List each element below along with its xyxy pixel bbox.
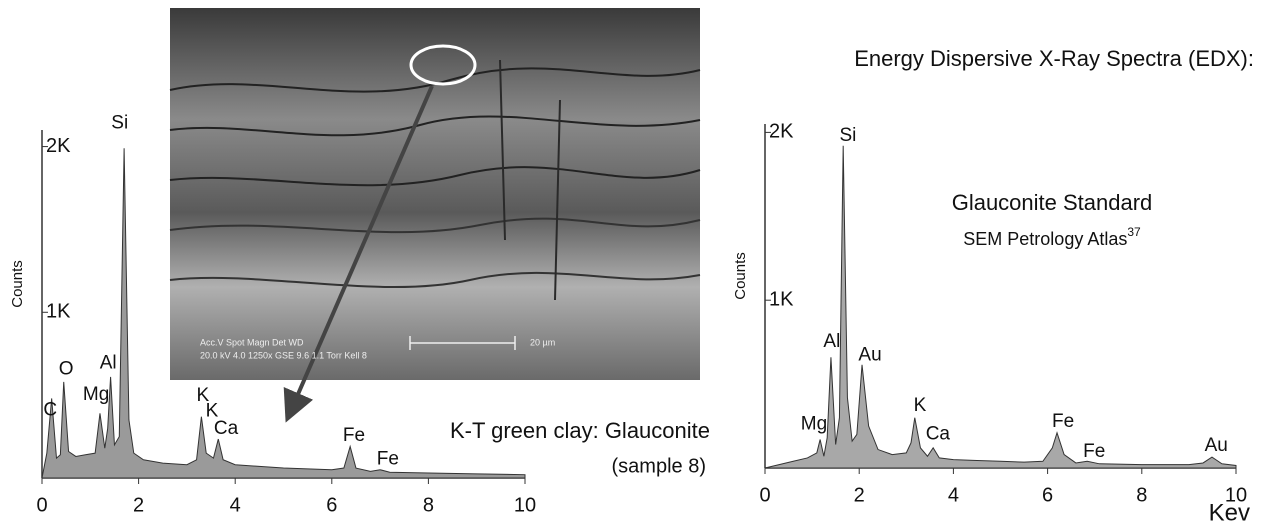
y-axis-label: Counts (732, 252, 749, 300)
y-tick-label: 1K (769, 288, 794, 310)
x-tick-label: 4 (948, 484, 959, 506)
peak-label: Fe (1083, 441, 1105, 462)
peak-label: Fe (1052, 411, 1074, 432)
peak-label: K (206, 401, 219, 422)
sem-image: Acc.V Spot Magn Det WD 20.0 kV 4.0 1250x… (169, 8, 701, 423)
spectrum (41, 148, 526, 479)
source-text: SEM Petrology Atlas (963, 229, 1127, 249)
x-tick-label: 8 (423, 494, 434, 516)
peak-label: Fe (343, 425, 365, 446)
y-tick-label: 2K (46, 135, 71, 157)
x-tick-label: 2 (133, 494, 144, 516)
scale-label: 20 µm (530, 337, 555, 347)
x-tick-label: 0 (759, 484, 770, 506)
peak-label: Ca (214, 418, 239, 439)
peak-label: Au (1205, 435, 1228, 456)
x-tick-label: 10 (514, 494, 536, 516)
x-axis-label: Kev (1209, 499, 1250, 524)
peak-label: Mg (83, 384, 109, 405)
image-info: 20.0 kV 4.0 1250x GSE 9.6 1.1 Torr Kell … (200, 350, 367, 360)
peak-label: C (43, 399, 57, 420)
peak-label: Al (823, 331, 840, 352)
peak-label: K (196, 385, 209, 406)
peak-label: K (914, 395, 927, 416)
chart-source: SEM Petrology Atlas37 (963, 225, 1141, 249)
x-tick-label: 0 (36, 494, 47, 516)
y-tick-label: 2K (769, 121, 794, 143)
source-ref: 37 (1127, 225, 1141, 239)
x-tick-label: 2 (854, 484, 865, 506)
spectrum (764, 145, 1237, 469)
peak-label: Au (858, 345, 881, 366)
peak-label: Fe (377, 449, 399, 470)
peak-label: Ca (926, 423, 951, 444)
chart-title: Energy Dispersive X-Ray Spectra (EDX): (854, 46, 1254, 71)
chart-note: (sample 8) (612, 455, 706, 477)
y-axis-label: Counts (9, 260, 26, 308)
chart-subtitle: K-T green clay: Glauconite (450, 418, 710, 443)
peak-label: Si (111, 112, 128, 133)
chart-subtitle: Glauconite Standard (952, 190, 1153, 215)
peak-label: Si (839, 125, 856, 146)
peak-label: Mg (801, 413, 827, 434)
x-tick-label: 4 (230, 494, 241, 516)
x-tick-label: 6 (1042, 484, 1053, 506)
peak-label: O (59, 358, 74, 379)
image-info: Acc.V Spot Magn Det WD (200, 337, 304, 347)
x-tick-label: 10 (1225, 484, 1247, 506)
x-tick-label: 8 (1136, 484, 1147, 506)
peak-label: Al (100, 353, 117, 374)
x-tick-label: 6 (326, 494, 337, 516)
y-tick-label: 1K (46, 301, 71, 323)
